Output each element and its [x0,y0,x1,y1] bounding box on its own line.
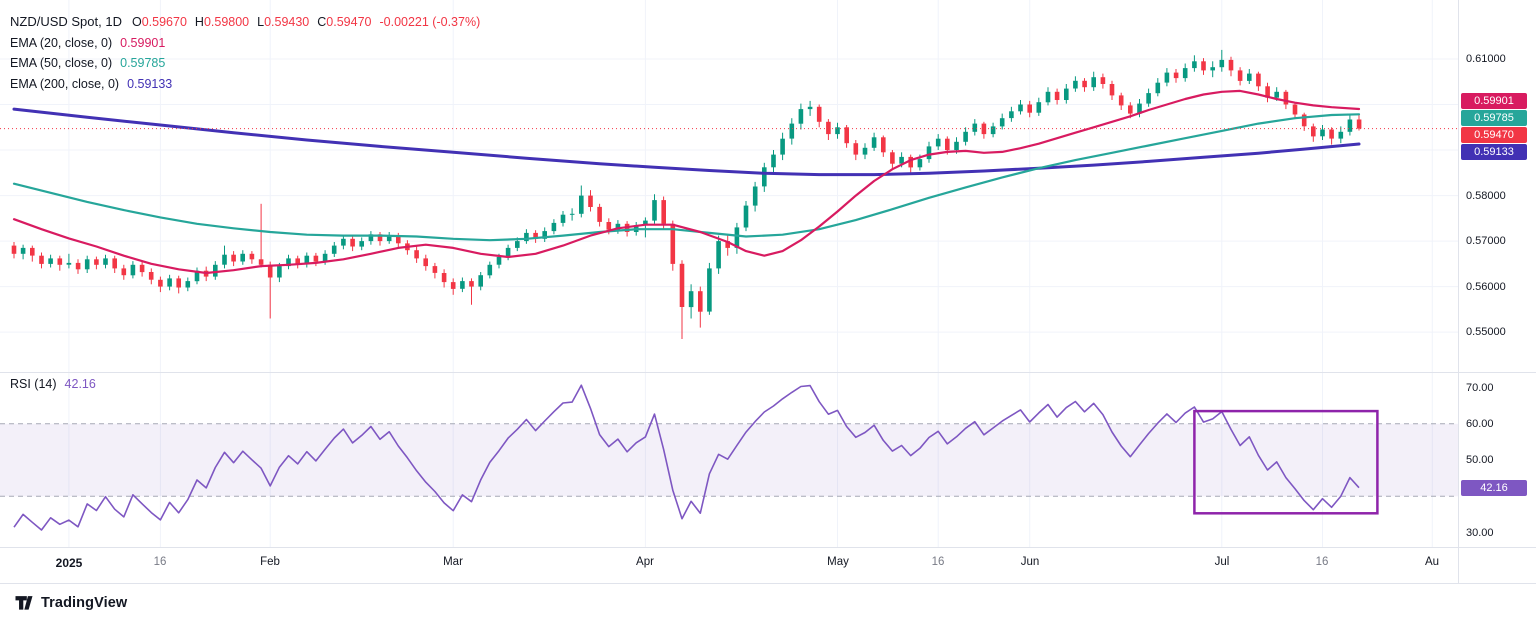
ohlc-high-value: 0.59800 [203,15,250,29]
main-chart-canvas[interactable] [0,0,1458,372]
ohlc-close-value: 0.59470 [326,15,372,29]
price-badge: 0.59133 [1461,144,1527,160]
main-price-pane [0,0,1458,372]
price-badge: 0.59785 [1461,110,1527,126]
rsi-axis-label: 60.00 [1466,418,1494,430]
price-axis-label: 0.56000 [1466,281,1506,293]
rsi-axis-label: 70.00 [1466,382,1494,394]
time-axis-tick: 16 [931,556,945,568]
ohlc-low-value: 0.59430 [264,15,310,29]
chart-legend: NZD/USD Spot, 1D O0.59670 H0.59800 L0.59430… [10,12,480,94]
price-badge: 0.59470 [1461,127,1527,143]
price-axis[interactable]: 0.61000 0.58000 0.57000 0.56000 0.55000 0.599… [1459,0,1536,583]
tradingview-logo[interactable]: TradingView [14,594,127,611]
footer-divider [0,583,1536,584]
symbol-row[interactable]: NZD/USD Spot, 1D O0.59670 H0.59800 L0.59430… [10,12,480,33]
time-axis-tick: Jun [1020,556,1040,568]
legend-ema50-row[interactable]: EMA (50, close, 0) 0.59785 [10,53,480,74]
price-scale-border [1458,0,1459,583]
rsi-line [13,384,1360,531]
tradingview-logo-icon [15,596,33,610]
price-axis-label: 0.61000 [1466,53,1506,65]
legend-ema20-row[interactable]: EMA (20, close, 0) 0.59901 [10,33,480,54]
ohlc-open-label: O [131,15,142,29]
ema20-line [12,89,1361,275]
ema20-label: EMA (20, close, 0) [10,35,113,50]
symbol-title[interactable]: NZD/USD Spot, 1D [10,14,122,29]
tradingview-logo-text: TradingView [41,594,128,611]
time-axis-tick: May [827,556,849,568]
time-axis-tick: Apr [636,556,654,568]
price-axis-label: 0.58000 [1466,190,1506,202]
time-axis-tick: 16 [153,556,167,568]
rsi-value: 42.16 [64,377,96,391]
legend-ema200-row[interactable]: EMA (200, close, 0) 0.59133 [10,74,480,95]
ema200-line [12,107,1361,177]
time-axis-tick: Jul [1214,556,1230,568]
grid-layer [0,0,1458,372]
rsi-axis-label: 50.00 [1466,454,1494,466]
rsi-axis-label: 30.00 [1466,527,1494,539]
rsi-value-badge: 42.16 [1461,480,1527,496]
time-axis-tick: 2025 [55,556,83,570]
time-axis-tick: Feb [260,556,280,568]
time-axis-tick: Au [1424,556,1440,568]
rsi-band [0,423,1458,497]
ohlc-open-value: 0.59670 [141,15,187,29]
rsi-pane-canvas[interactable] [0,373,1458,547]
time-axis-tick: Mar [443,556,463,568]
ema200-label: EMA (200, close, 0) [10,76,120,91]
candles-layer [11,49,1362,339]
ema50-line [12,113,1361,242]
rsi-grid-layer [68,373,1433,547]
ema200-value: 0.59133 [127,76,173,91]
ohlc-low-label: L [257,15,265,29]
rsi-axis-divider [0,547,1536,548]
rsi-highlight-box[interactable] [1193,409,1379,515]
rsi-pane [0,373,1458,547]
price-axis-label: 0.57000 [1466,235,1506,247]
ema50-label: EMA (50, close, 0) [10,56,113,70]
rsi-label: RSI (14) [10,377,57,391]
time-axis[interactable]: 2025 16 Feb Mar Apr May 16 Jun Jul 16 Au [0,548,1458,583]
ohlc-high-label: H [194,15,204,29]
rsi-legend-row[interactable]: RSI (14) 42.16 [10,377,96,391]
ohlc-close-label: C [317,15,327,29]
price-badge: 0.59901 [1461,93,1527,109]
ema20-value: 0.59901 [120,35,166,50]
time-axis-tick: 16 [1315,556,1329,568]
change-value: -0.00221 (-0.37%) [379,15,481,29]
price-axis-label: 0.55000 [1466,326,1506,338]
footer: TradingView [0,584,1536,626]
ema50-value: 0.59785 [120,56,166,70]
pane-divider[interactable] [0,372,1536,373]
